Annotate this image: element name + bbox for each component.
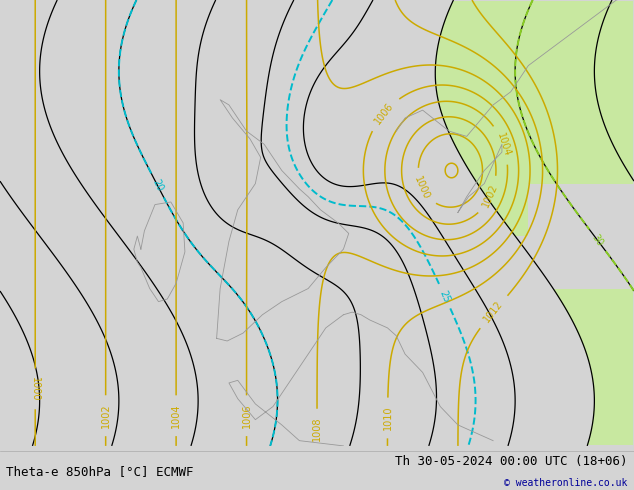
Text: 1002: 1002 <box>481 182 500 209</box>
Text: 1010: 1010 <box>382 406 392 430</box>
Text: 1000: 1000 <box>30 377 40 401</box>
Text: 1004: 1004 <box>171 403 181 428</box>
Text: 1008: 1008 <box>312 417 322 441</box>
Text: Th 30-05-2024 00:00 UTC (18+06): Th 30-05-2024 00:00 UTC (18+06) <box>395 455 628 468</box>
Text: 25: 25 <box>437 289 451 304</box>
Text: 1012: 1012 <box>482 299 505 324</box>
Text: © weatheronline.co.uk: © weatheronline.co.uk <box>504 478 628 488</box>
Text: 1004: 1004 <box>495 131 512 158</box>
Text: 1006: 1006 <box>372 101 395 126</box>
Text: Theta-e 850hPa [°C] ECMWF: Theta-e 850hPa [°C] ECMWF <box>6 465 194 478</box>
Text: 1006: 1006 <box>242 403 252 428</box>
Text: 1002: 1002 <box>101 403 111 428</box>
Text: 30: 30 <box>590 232 605 248</box>
Text: 20: 20 <box>150 178 165 193</box>
Text: 1000: 1000 <box>413 174 432 201</box>
